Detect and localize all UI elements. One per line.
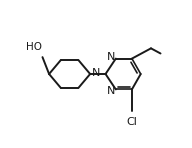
Text: N: N (92, 68, 101, 78)
Text: N: N (106, 52, 115, 62)
Text: HO: HO (26, 42, 42, 52)
Text: N: N (106, 86, 115, 96)
Text: Cl: Cl (127, 117, 137, 127)
